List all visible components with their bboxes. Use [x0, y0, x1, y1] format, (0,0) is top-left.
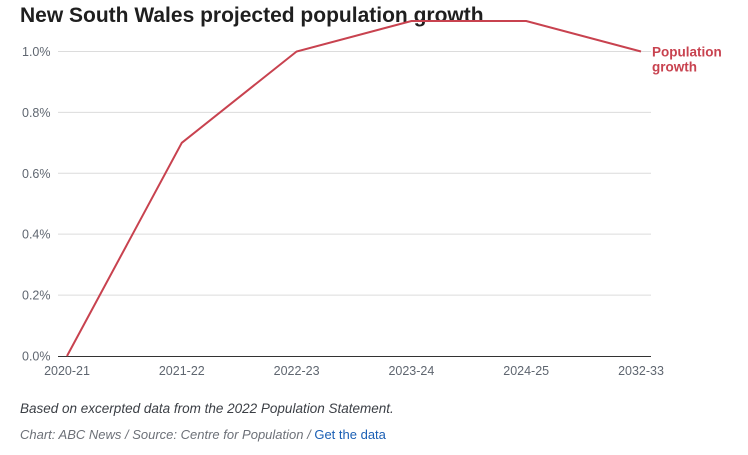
footnote: Based on excerpted data from the 2022 Po…: [20, 401, 394, 416]
series-label-population-growth: Population growth: [652, 44, 722, 74]
x-axis-ticks: 2020-21 2021-22 2022-23 2023-24 2024-25 2032-…: [44, 364, 664, 378]
gridlines: [58, 50, 651, 296]
chart-title: New South Wales projected population gro…: [20, 4, 484, 27]
series-label-line: Population: [652, 44, 722, 59]
source-credit: Chart: ABC News / Source: Centre for Pop…: [20, 427, 311, 442]
series-layer: Population growth: [66, 20, 722, 357]
y-tick-label: 0.0%: [22, 350, 51, 364]
x-tick-label: 2023-24: [388, 364, 434, 378]
line-chart: 0.0%0.2%0.4%0.6%0.8%1.0% 2020-21 2021-22 2…: [22, 20, 722, 378]
series-line-population-growth: [66, 20, 642, 357]
series-label-line: growth: [652, 59, 697, 74]
y-tick-label: 0.4%: [22, 228, 51, 242]
y-tick-label: 0.8%: [22, 106, 51, 120]
y-tick-label: 0.2%: [22, 289, 51, 303]
y-axis-ticks: 0.0% 0.2% 0.4% 0.6% 0.8% 1.0%: [22, 45, 51, 364]
x-tick-label: 2021-22: [159, 364, 205, 378]
x-tick-label: 2020-21: [44, 364, 90, 378]
credit-line: Chart: ABC News / Source: Centre for Pop…: [20, 427, 386, 442]
x-tick-label: 2022-23: [274, 364, 320, 378]
x-tick-label: 2032-33: [618, 364, 664, 378]
get-data-link[interactable]: Get the data: [314, 427, 386, 442]
y-tick-label: 0.6%: [22, 167, 51, 181]
x-tick-label: 2024-25: [503, 364, 549, 378]
y-tick-label: 1.0%: [22, 45, 51, 59]
